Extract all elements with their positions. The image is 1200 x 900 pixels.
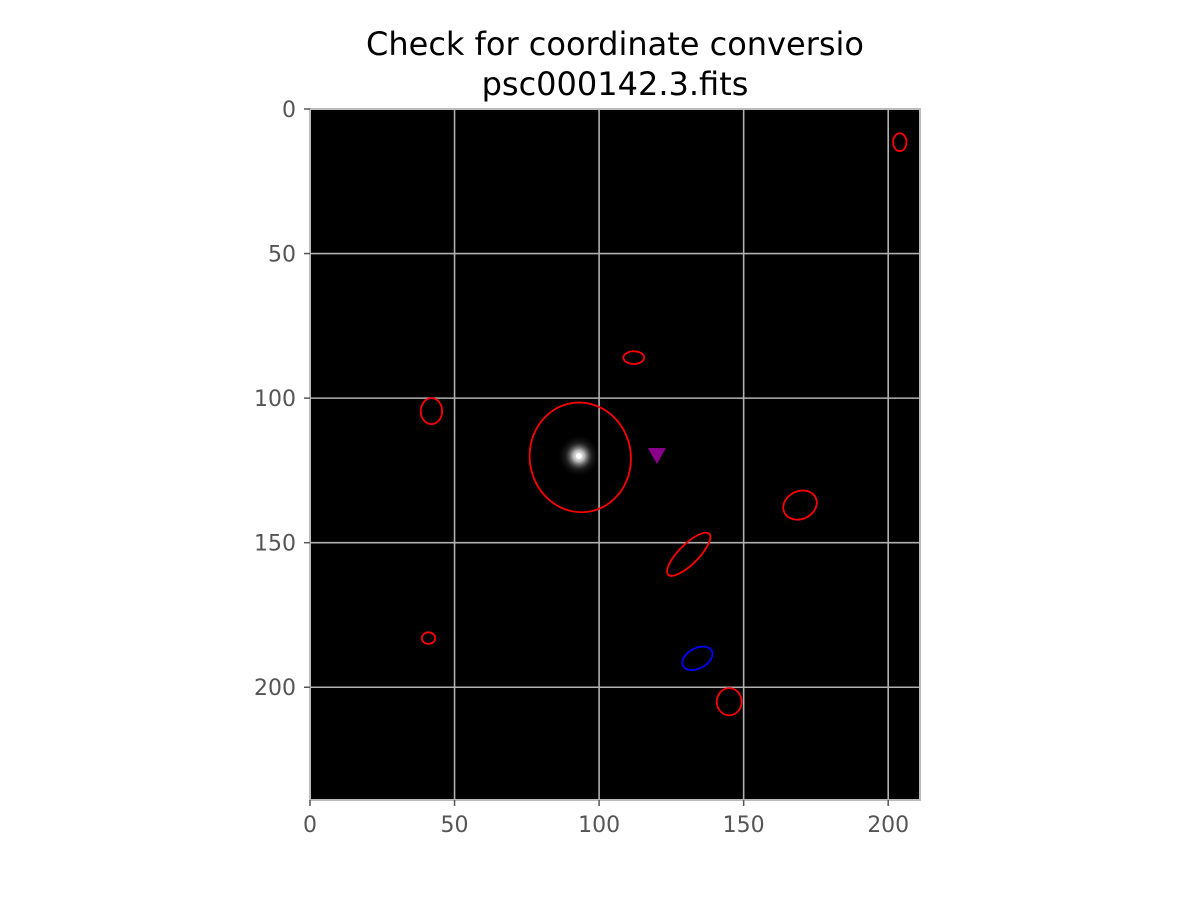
detection-ellipse bbox=[666, 531, 712, 577]
x-tick-label: 0 bbox=[303, 813, 317, 838]
y-tick-label: 100 bbox=[254, 387, 296, 412]
triangle-marker bbox=[647, 447, 666, 464]
bright-source-core bbox=[575, 452, 582, 459]
chart-title-block: Check for coordinate conversio psc000142… bbox=[0, 24, 1200, 104]
x-tick-label: 100 bbox=[578, 813, 620, 838]
detection-ellipse bbox=[715, 687, 743, 717]
detection-ellipse bbox=[420, 631, 437, 645]
image-background bbox=[310, 109, 920, 800]
x-tick-label: 50 bbox=[441, 813, 469, 838]
chart-subtitle: psc000142.3.fits bbox=[481, 65, 749, 103]
y-tick-label: 50 bbox=[268, 243, 296, 268]
y-tick-label: 0 bbox=[282, 98, 296, 123]
detection-ellipse bbox=[622, 350, 646, 365]
x-tick-label: 150 bbox=[723, 813, 765, 838]
chart-title: Check for coordinate conversio bbox=[366, 25, 864, 63]
detection-ellipse bbox=[528, 401, 632, 514]
y-tick-label: 150 bbox=[254, 532, 296, 557]
detection-ellipse bbox=[782, 489, 818, 521]
x-tick-label: 200 bbox=[867, 813, 909, 838]
detection-ellipse bbox=[419, 397, 444, 426]
y-tick-label: 200 bbox=[254, 676, 296, 701]
plot-frame bbox=[309, 108, 921, 801]
target-ellipse bbox=[681, 645, 714, 671]
detection-ellipse bbox=[892, 132, 908, 153]
